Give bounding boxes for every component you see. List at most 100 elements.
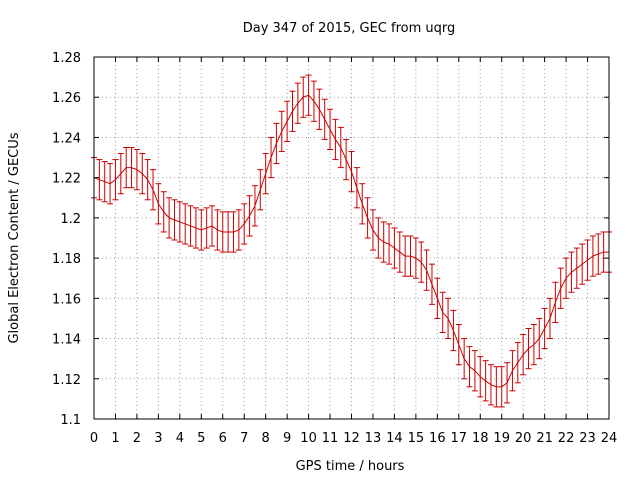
y-tick-label: 1.26 [52,91,81,106]
error-bar [536,317,543,360]
x-tick-label: 2 [133,431,141,446]
error-bar [321,98,328,140]
error-bar [300,76,307,118]
x-tick-label: 14 [386,431,403,446]
error-bar [509,350,516,392]
error-bar [305,74,312,116]
error-bar [439,291,446,334]
error-bar [128,147,135,189]
error-bar [176,201,183,243]
tick-layer [93,56,610,420]
x-tick-label: 13 [365,431,382,446]
error-bar [203,207,210,249]
error-bar [407,235,414,277]
error-bar [294,82,301,124]
x-tick-label: 11 [322,431,339,446]
y-tick-label: 1.28 [52,51,81,66]
error-bar [123,147,130,189]
x-tick-label: 10 [300,431,317,446]
series-layer [91,74,612,408]
error-bar [144,159,151,201]
error-bar [589,235,596,277]
error-bar [182,203,189,245]
x-tick-label: 24 [601,431,618,446]
x-tick-label: 20 [515,431,532,446]
error-bar [112,159,119,201]
error-bar [600,231,607,273]
error-bar [477,356,484,398]
x-axis-label: GPS time / hours [296,459,405,474]
error-bar [150,169,157,211]
error-bar [316,88,323,130]
error-bar [107,163,114,205]
error-bar [155,183,162,225]
error-bar [278,110,285,153]
chart-title: Day 347 of 2015, GEC from uqrg [243,21,456,36]
error-bar [402,235,409,277]
x-tick-label: 9 [283,431,291,446]
error-bar [418,241,425,283]
error-bar [493,366,500,408]
x-tick-label: 15 [408,431,425,446]
error-bar [364,197,371,239]
error-bar [445,297,452,340]
y-tick-label: 1.24 [52,131,81,146]
error-bar [310,80,317,122]
x-tick-label: 1 [111,431,119,446]
error-bar [187,205,194,247]
error-bar [482,360,489,402]
x-tick-label: 21 [536,431,553,446]
error-bar [171,199,178,241]
x-tick-label: 18 [472,431,489,446]
error-bar [541,307,548,350]
error-bar [466,346,473,388]
error-bar [487,364,494,406]
error-bar [386,223,393,265]
error-bar [573,247,580,289]
error-bar [198,209,205,251]
y-axis-label: Global Electron Content / GECUs [7,132,22,343]
error-bar [230,211,237,253]
error-bar [348,151,355,193]
error-bar [160,191,167,233]
error-bar [434,277,441,319]
error-bar [225,211,232,253]
error-bar [101,161,108,203]
error-bar [530,323,537,366]
error-bar [327,108,334,151]
x-tick-label: 17 [451,431,468,446]
error-bar [584,239,591,281]
y-tick-label: 1.18 [52,252,81,267]
x-tick-label: 0 [90,431,98,446]
error-bar [546,297,553,340]
error-bar [257,169,264,211]
error-bar [396,231,403,273]
error-bar [117,153,124,195]
error-bar [289,90,296,132]
error-bar [241,203,248,245]
error-bar [391,227,398,269]
x-tick-label: 19 [493,431,510,446]
error-bar [380,221,387,263]
error-bar [139,153,146,195]
error-bar [525,328,532,370]
error-bar [262,153,269,195]
x-tick-label: 6 [219,431,227,446]
error-bar [412,237,419,279]
error-bar [133,149,140,191]
x-tick-label: 12 [343,431,360,446]
error-bar [563,257,570,299]
error-bar [343,138,350,181]
y-tick-label: 1.2 [60,212,81,227]
error-bar [235,209,242,251]
error-bar [96,159,103,201]
error-bar [246,195,253,237]
x-tick-label: 22 [558,431,575,446]
x-tick-label: 16 [429,431,446,446]
error-bar [375,217,382,259]
error-bar [337,126,344,169]
error-bar [219,211,226,253]
x-tick-label: 3 [154,431,162,446]
error-bar [471,350,478,392]
